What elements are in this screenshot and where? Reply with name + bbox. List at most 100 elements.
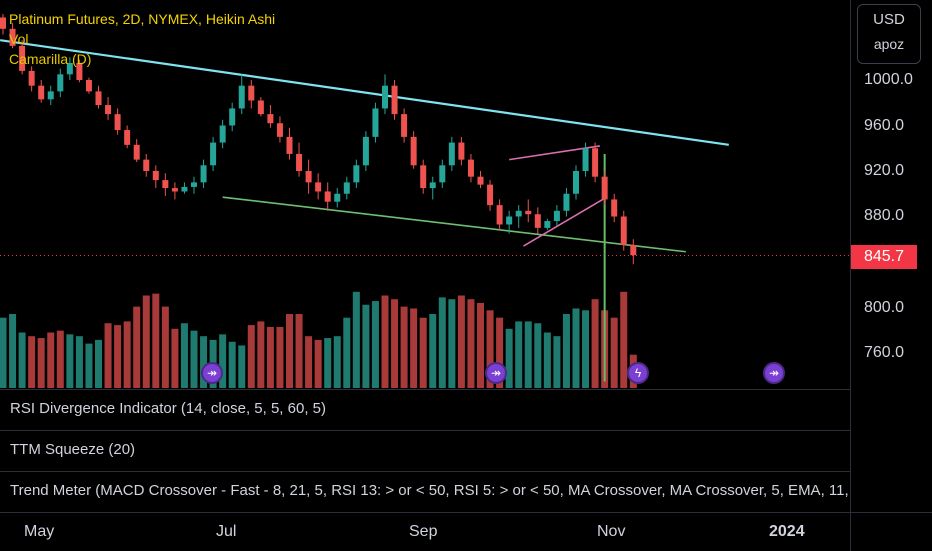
volume-bar (228, 341, 236, 388)
candle-body (439, 165, 446, 183)
candle-body (105, 105, 112, 115)
volume-bar (37, 338, 45, 388)
candle-body (76, 62, 83, 80)
price-tick: 760.0 (864, 344, 905, 361)
volume-bar (457, 295, 465, 388)
candle-body (401, 114, 408, 137)
volume-bar (247, 325, 255, 388)
volume-bar (66, 334, 74, 388)
indicator-label[interactable]: Trend Meter (MACD Crossover - Fast - 8, … (10, 482, 850, 499)
trend-meter-pane[interactable]: Trend Meter (MACD Crossover - Fast - 8, … (0, 471, 850, 512)
volume-bar (9, 314, 17, 388)
lightning-icon[interactable]: ϟ (627, 362, 649, 384)
volume-bar (276, 326, 284, 388)
volume-bar (467, 299, 475, 388)
volume-bar (56, 330, 64, 388)
candle-body (66, 62, 73, 75)
candle-body (382, 85, 388, 109)
time-tick: 2024 (769, 523, 805, 540)
rsi-divergence-pane[interactable]: RSI Divergence Indicator (14, close, 5, … (0, 389, 850, 430)
volume-bar (123, 321, 131, 388)
volume-bar (524, 321, 532, 388)
volume-indicator-label[interactable]: Vol (9, 31, 29, 47)
camarilla-indicator-label[interactable]: Camarilla (D) (9, 51, 92, 67)
candle-body (95, 91, 102, 106)
volume-bar (190, 330, 198, 388)
candle-body (496, 205, 503, 225)
candle-body (620, 216, 627, 245)
price-tick: 800.0 (864, 299, 905, 316)
volume-bar (429, 314, 437, 388)
candle-body (343, 182, 350, 194)
volume-bar (419, 317, 427, 388)
dividend-arrow-icon[interactable]: ↠ (201, 362, 223, 384)
main-chart-pane[interactable]: Platinum Futures, 2D, NYMEX, Heikin Ashi… (0, 0, 850, 388)
volume-bar (180, 323, 188, 388)
volume-bar (333, 336, 341, 388)
axis-corner (850, 512, 932, 551)
volume-bar (0, 317, 7, 388)
volume-bar (591, 299, 599, 388)
candle-body (515, 210, 522, 217)
volume-bar (200, 336, 208, 388)
price-scale[interactable]: USD apoz 1000.0 960.0 920.0 880.0 845.7 … (850, 0, 932, 520)
volume-bar (142, 295, 150, 388)
currency-label: USD (873, 11, 905, 28)
volume-bar (47, 332, 55, 388)
ttm-squeeze-pane[interactable]: TTM Squeeze (20) (0, 430, 850, 471)
volume-bar (477, 302, 484, 388)
dividend-arrow-icon[interactable]: ↠ (485, 362, 507, 384)
dividend-arrow-icon[interactable]: ↠ (763, 362, 785, 384)
candle-body (391, 85, 398, 115)
candle-body (9, 28, 16, 46)
candle-body (315, 182, 322, 192)
candle-body (171, 188, 178, 192)
volume-bar (343, 317, 351, 388)
volume-bar (610, 317, 618, 388)
time-axis[interactable]: May Jul Sep Nov 2024 (0, 512, 850, 551)
lower-trendline (222, 196, 686, 253)
volume-bar (381, 295, 389, 388)
volume-bar (620, 291, 628, 388)
chart-legend: Platinum Futures, 2D, NYMEX, Heikin Ashi… (9, 9, 275, 69)
candle-body (429, 182, 436, 189)
volume-bar (85, 343, 93, 388)
candle-body (553, 210, 560, 222)
volume-bar (553, 336, 561, 388)
wedge-lower-line (523, 197, 606, 247)
candle-body (57, 74, 64, 92)
candle-body (286, 136, 293, 154)
candle-body (324, 191, 331, 202)
volume-bar (314, 339, 322, 388)
candle-body (238, 85, 245, 109)
volume-bar (391, 299, 399, 388)
candle-body (219, 125, 226, 143)
candle-body (630, 244, 637, 256)
candle-body (525, 210, 532, 215)
price-chart[interactable] (0, 0, 850, 388)
volume-bar (152, 293, 160, 388)
volume-bar (352, 291, 360, 388)
candle-body (143, 159, 150, 171)
candle-body (47, 91, 54, 100)
indicator-label[interactable]: TTM Squeeze (20) (10, 441, 136, 458)
candle-body (467, 159, 474, 177)
candle-body (124, 130, 131, 145)
candle-body (0, 17, 6, 29)
candle-body (133, 144, 140, 160)
candle-body (611, 199, 618, 217)
volume-bar (133, 306, 141, 388)
indicator-label[interactable]: RSI Divergence Indicator (14, close, 5, … (10, 400, 326, 417)
symbol-title[interactable]: Platinum Futures, 2D, NYMEX, Heikin Ashi (9, 11, 276, 27)
volume-bar (295, 314, 303, 388)
time-tick: Sep (409, 523, 438, 540)
candle-body (582, 148, 589, 171)
volume-bar (582, 310, 590, 388)
candle-body (362, 136, 369, 166)
price-tick: 880.0 (864, 207, 905, 224)
price-tick: 960.0 (864, 117, 905, 134)
currency-unit-selector[interactable]: USD apoz (857, 4, 921, 64)
time-tick: Jul (216, 523, 237, 540)
candle-body (152, 171, 159, 181)
candle-body (563, 193, 570, 211)
